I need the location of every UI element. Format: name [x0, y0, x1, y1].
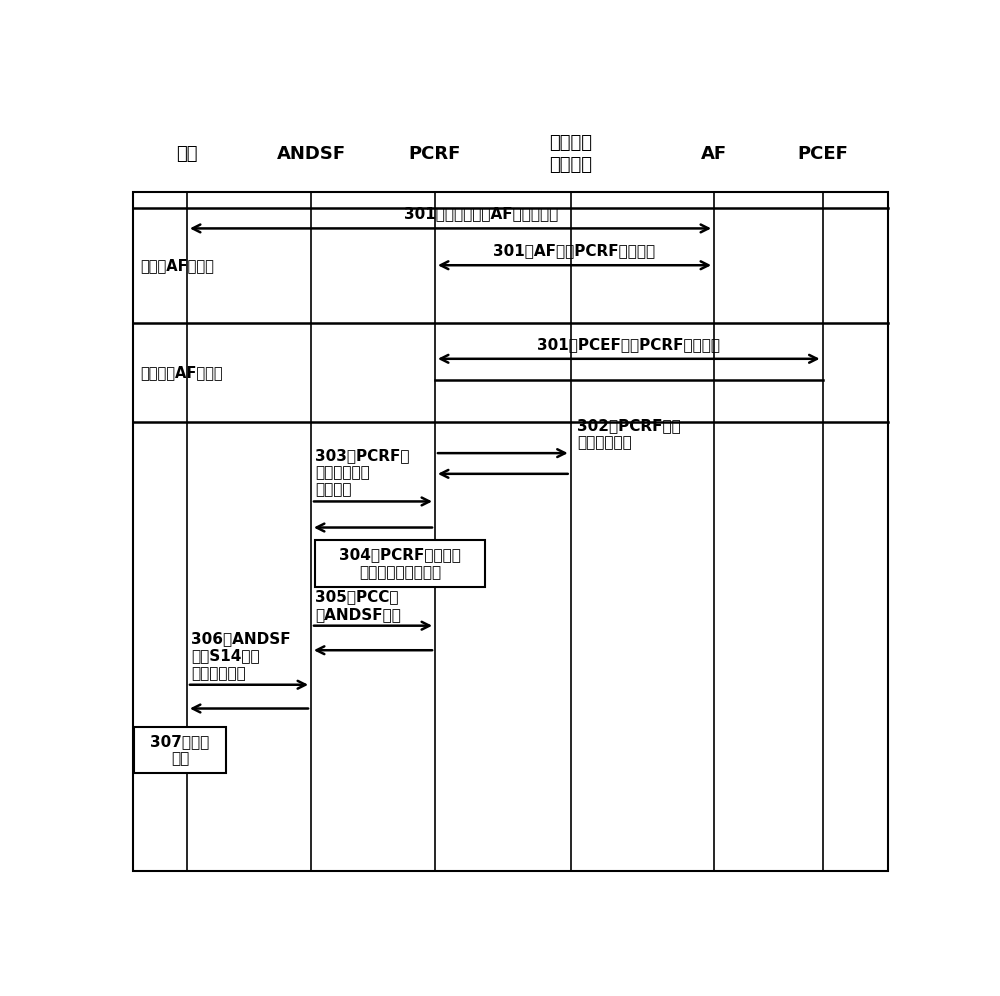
Text: 301：用户接入到AF应用服务器: 301：用户接入到AF应用服务器 — [404, 206, 559, 221]
Text: 301：AF通知PCRF用户上线: 301：AF通知PCRF用户上线 — [493, 243, 656, 258]
Text: 301：PCEF通知PCRF用户上线: 301：PCEF通知PCRF用户上线 — [537, 337, 720, 352]
Text: 302：PCRF获取
网络实时状态: 302：PCRF获取 网络实时状态 — [577, 417, 681, 450]
Text: 用户: 用户 — [176, 145, 198, 163]
Text: 303：PCRF获
取接入网选择
静态配置: 303：PCRF获 取接入网选择 静态配置 — [315, 448, 409, 498]
Text: PCEF: PCEF — [797, 145, 848, 163]
Bar — [134, 727, 226, 773]
Text: 306：ANDSF
通过S14接口
告知所选网络: 306：ANDSF 通过S14接口 告知所选网络 — [191, 631, 290, 681]
Text: PCRF: PCRF — [409, 145, 461, 163]
Bar — [133, 192, 888, 872]
Text: ANDSF: ANDSF — [276, 145, 346, 163]
Text: 305：PCC通
知ANDSF选网: 305：PCC通 知ANDSF选网 — [315, 590, 401, 622]
Text: 对接入AF的应用: 对接入AF的应用 — [140, 258, 214, 273]
Text: 对未接入AF的应用: 对未接入AF的应用 — [140, 366, 223, 380]
Text: 网络感知
分析系统: 网络感知 分析系统 — [549, 133, 592, 174]
Text: AF: AF — [701, 145, 727, 163]
Text: 307：终端
选网: 307：终端 选网 — [150, 734, 210, 766]
Text: 304：PCRF根据所有
信息进行接入网选择: 304：PCRF根据所有 信息进行接入网选择 — [339, 548, 461, 580]
Bar — [315, 540, 485, 588]
